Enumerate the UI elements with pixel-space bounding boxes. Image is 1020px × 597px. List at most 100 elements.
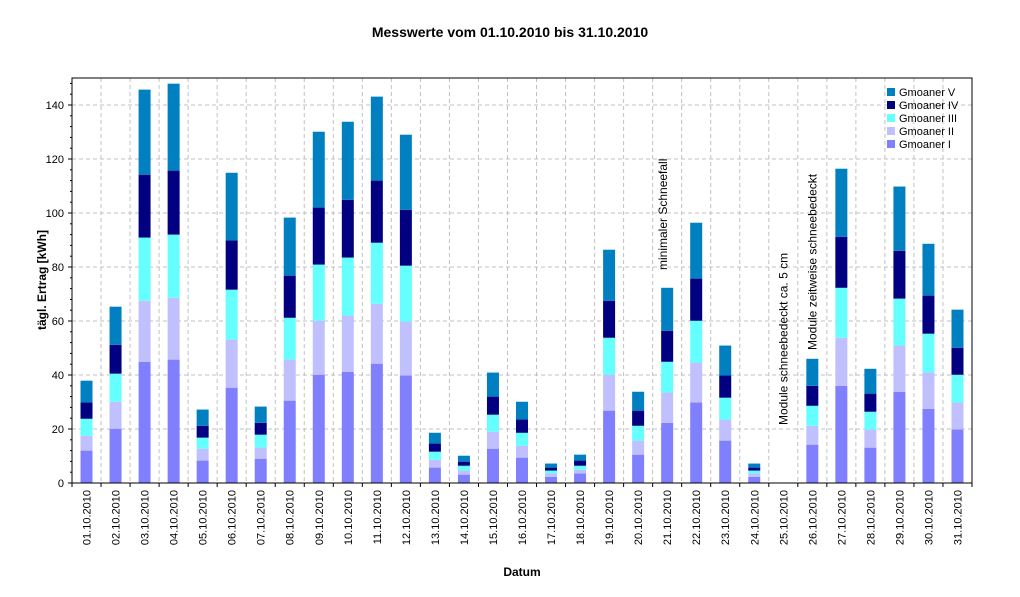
bar-segment-1 xyxy=(690,402,703,483)
bar-segment-2 xyxy=(574,469,587,474)
bar-segment-5 xyxy=(806,358,819,386)
bar-segment-3 xyxy=(138,237,151,301)
bar-segment-3 xyxy=(864,411,877,430)
legend-label: Gmoaner I xyxy=(899,139,951,151)
x-tick-label: 12.10.2010 xyxy=(401,490,413,545)
bar-segment-5 xyxy=(516,401,528,420)
bar-segment-1 xyxy=(312,374,325,483)
bar-segment-4 xyxy=(922,295,935,334)
legend-swatch xyxy=(887,88,895,96)
x-tick-label: 01.10.2010 xyxy=(82,490,94,545)
chart-annotation: Module zeitweise schneebedeckt xyxy=(805,173,819,350)
y-tick-label: 40 xyxy=(52,370,64,382)
bar-segment-2 xyxy=(109,401,122,429)
bar-segment-4 xyxy=(719,375,732,398)
bar-segment-1 xyxy=(428,467,441,483)
bar-segment-3 xyxy=(167,234,180,298)
bar-segment-5 xyxy=(167,83,180,171)
legend-label: Gmoaner IV xyxy=(899,100,959,112)
bar-segment-2 xyxy=(457,470,470,475)
legend-swatch xyxy=(887,114,895,122)
x-tick-label: 14.10.2010 xyxy=(459,490,471,545)
bar-segment-4 xyxy=(138,174,151,238)
x-tick-label: 07.10.2010 xyxy=(256,490,268,545)
bars xyxy=(80,83,964,483)
bar-segment-2 xyxy=(80,435,93,451)
bar-segment-5 xyxy=(835,168,848,237)
bar-segment-3 xyxy=(545,470,558,474)
bar-segment-3 xyxy=(399,265,412,322)
bar-segment-5 xyxy=(951,309,964,348)
x-tick-label: 18.10.2010 xyxy=(575,490,587,545)
bar-segment-3 xyxy=(486,414,499,432)
bar-segment-4 xyxy=(80,402,93,419)
x-tick-label: 06.10.2010 xyxy=(227,490,239,545)
bar-segment-2 xyxy=(516,445,528,458)
bar-segment-3 xyxy=(283,317,296,360)
bar-segment-4 xyxy=(457,461,470,466)
x-tick-label: 13.10.2010 xyxy=(430,490,442,545)
bar-segment-2 xyxy=(661,392,674,423)
bar-segment-2 xyxy=(603,374,616,411)
x-tick-label: 23.10.2010 xyxy=(720,490,732,545)
bar-segment-1 xyxy=(864,447,877,483)
x-tick-label: 11.10.2010 xyxy=(372,490,384,544)
bar-segment-4 xyxy=(399,209,412,266)
x-tick-label: 17.10.2010 xyxy=(546,490,558,545)
bar-segment-3 xyxy=(516,432,528,446)
bar-segment-3 xyxy=(196,437,209,449)
x-tick-label: 27.10.2010 xyxy=(836,490,848,545)
y-tick-label: 100 xyxy=(46,208,64,220)
bar-segment-3 xyxy=(109,373,122,402)
bar-segment-1 xyxy=(80,450,93,483)
x-tick-label: 10.10.2010 xyxy=(343,490,355,545)
bar-segment-5 xyxy=(312,131,325,208)
bar-segment-2 xyxy=(399,321,412,376)
bar-segment-2 xyxy=(690,362,703,403)
bar-segment-4 xyxy=(428,443,441,452)
bar-segment-1 xyxy=(574,473,587,483)
x-tick-label: 25.10.2010 xyxy=(778,490,790,545)
bar-segment-4 xyxy=(806,385,819,406)
bar-segment-2 xyxy=(225,339,238,388)
bar-segment-4 xyxy=(690,278,703,321)
plot-frame xyxy=(71,77,973,484)
bar-segment-2 xyxy=(341,315,354,372)
axes: 0 20 40 60 80 100 120 140 01.10.2010 02.10.2010 03… xyxy=(46,77,973,545)
bar-segment-3 xyxy=(632,425,645,441)
x-tick-label: 04.10.2010 xyxy=(169,490,181,545)
x-tick-label: 21.10.2010 xyxy=(662,490,674,545)
bar-segment-1 xyxy=(632,454,645,483)
bar-segment-4 xyxy=(748,467,761,471)
bar-segment-5 xyxy=(254,406,267,423)
bar-segment-4 xyxy=(486,396,499,415)
bar-segment-4 xyxy=(893,250,906,299)
legend-swatch xyxy=(887,140,895,148)
bar-segment-4 xyxy=(545,467,558,471)
bar-segment-2 xyxy=(632,440,645,455)
bar-segment-4 xyxy=(864,393,877,412)
bar-segment-5 xyxy=(864,368,877,394)
bar-segment-1 xyxy=(341,371,354,483)
x-tick-label: 08.10.2010 xyxy=(285,490,297,545)
bar-segment-5 xyxy=(80,380,93,403)
bar-segment-1 xyxy=(806,444,819,483)
grid xyxy=(72,78,972,483)
bar-segment-1 xyxy=(661,422,674,483)
bar-segment-1 xyxy=(109,428,122,483)
bar-segment-3 xyxy=(428,451,441,460)
annotations: minimaler Schneefall Module schneebedeckt… xyxy=(656,159,819,425)
bar-segment-4 xyxy=(574,460,587,466)
bar-segment-5 xyxy=(603,249,616,301)
bar-segment-5 xyxy=(341,121,354,200)
bar-segment-3 xyxy=(341,257,354,316)
bar-segment-4 xyxy=(370,180,383,243)
bar-segment-5 xyxy=(574,454,587,461)
bar-segment-2 xyxy=(196,448,209,461)
bar-segment-5 xyxy=(399,134,412,210)
bar-segment-2 xyxy=(312,320,325,375)
bar-segment-3 xyxy=(457,465,470,471)
x-tick-label: 29.10.2010 xyxy=(894,490,906,545)
bar-segment-5 xyxy=(661,287,674,331)
